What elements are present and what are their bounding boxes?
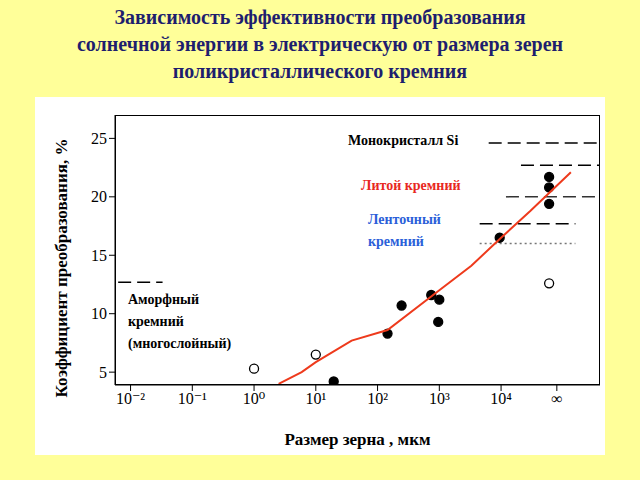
svg-text:10²: 10²: [367, 390, 388, 407]
svg-text:20: 20: [91, 188, 107, 205]
svg-text:∞: ∞: [551, 390, 562, 407]
svg-text:10⁻¹: 10⁻¹: [178, 390, 207, 407]
html-text:Ленточный кремний: Ленточный кремний: [368, 212, 441, 249]
html-text:Аморфный кремний (многослойный: Аморфный кремний (многослойный): [128, 292, 232, 351]
html-text:Размер зерна , мкм: Размер зерна , мкм: [284, 430, 431, 449]
html-text:Зависимость эффективности прео: Зависимость эффективности преобразования…: [77, 6, 563, 82]
svg-text:25: 25: [91, 130, 107, 147]
svg-text:10¹: 10¹: [305, 390, 326, 407]
html-text:Коэффициент преобразования, %: Коэффициент преобразования, %: [52, 138, 71, 398]
svg-text:10⁰: 10⁰: [243, 390, 265, 407]
svg-text:5: 5: [99, 364, 107, 381]
svg-text:10⁴: 10⁴: [490, 390, 512, 407]
svg-text:15: 15: [91, 247, 107, 264]
html-text:Монокристалл Si: Монокристалл Si: [348, 133, 459, 148]
svg-text:10³: 10³: [429, 390, 450, 407]
svg-text:10⁻²: 10⁻²: [116, 390, 145, 407]
svg-text:10: 10: [91, 305, 107, 322]
html-text:Литой кремний: Литой кремний: [361, 178, 461, 193]
